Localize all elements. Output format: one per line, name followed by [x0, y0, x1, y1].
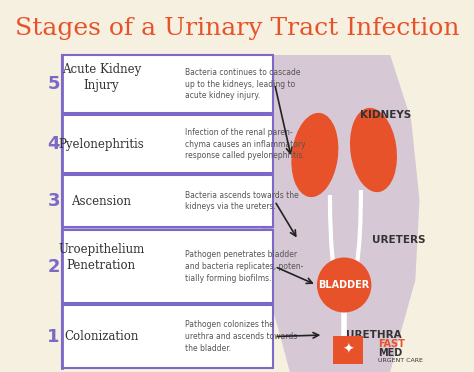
- Polygon shape: [62, 173, 273, 175]
- Text: Bacteria continues to cascade
up to the kidneys, leading to
acute kidney injury.: Bacteria continues to cascade up to the …: [185, 68, 301, 100]
- Polygon shape: [62, 113, 273, 115]
- Text: Pyelonephritis: Pyelonephritis: [58, 138, 144, 151]
- Text: Bacteria ascends towards the
kidneys via the ureters.: Bacteria ascends towards the kidneys via…: [185, 190, 299, 211]
- FancyBboxPatch shape: [62, 305, 273, 368]
- Text: Ascension: Ascension: [72, 195, 131, 208]
- Text: KIDNEYS: KIDNEYS: [360, 110, 411, 120]
- Text: FAST: FAST: [378, 339, 404, 349]
- Text: Colonization: Colonization: [64, 330, 138, 343]
- FancyBboxPatch shape: [333, 336, 364, 364]
- FancyBboxPatch shape: [62, 55, 273, 113]
- FancyBboxPatch shape: [62, 230, 273, 303]
- Text: 3: 3: [47, 192, 60, 210]
- Ellipse shape: [317, 257, 371, 312]
- Polygon shape: [260, 55, 419, 372]
- Text: ✦: ✦: [343, 343, 354, 357]
- Polygon shape: [62, 303, 273, 305]
- Text: MED: MED: [378, 348, 402, 358]
- Text: 2: 2: [47, 257, 60, 276]
- Text: URETERS: URETERS: [372, 235, 425, 245]
- Text: 5: 5: [47, 75, 60, 93]
- Text: Pathogen penetrates bladder
and bacteria replicates, poten-
tially forming biofi: Pathogen penetrates bladder and bacteria…: [185, 250, 303, 283]
- FancyBboxPatch shape: [62, 175, 273, 227]
- Text: 1: 1: [47, 327, 60, 346]
- Ellipse shape: [350, 108, 397, 192]
- Text: Uroepithelium
Penetration: Uroepithelium Penetration: [58, 243, 145, 272]
- Text: Stages of a Urinary Tract Infection: Stages of a Urinary Tract Infection: [15, 16, 459, 39]
- Ellipse shape: [292, 113, 338, 197]
- Polygon shape: [62, 227, 273, 230]
- Text: Pathogen colonizes the
urethra and ascends towards
the bladder.: Pathogen colonizes the urethra and ascen…: [185, 320, 297, 353]
- Text: URGENT CARE: URGENT CARE: [378, 359, 422, 363]
- FancyBboxPatch shape: [62, 115, 273, 173]
- Text: Acute Kidney
Injury: Acute Kidney Injury: [62, 62, 141, 92]
- Text: URETHRA: URETHRA: [346, 330, 401, 340]
- Text: BLADDER: BLADDER: [319, 280, 370, 290]
- Text: 4: 4: [47, 135, 60, 153]
- Text: Infection of the renal paren-
chyma causes an inflammatory
response called pyelo: Infection of the renal paren- chyma caus…: [185, 128, 306, 160]
